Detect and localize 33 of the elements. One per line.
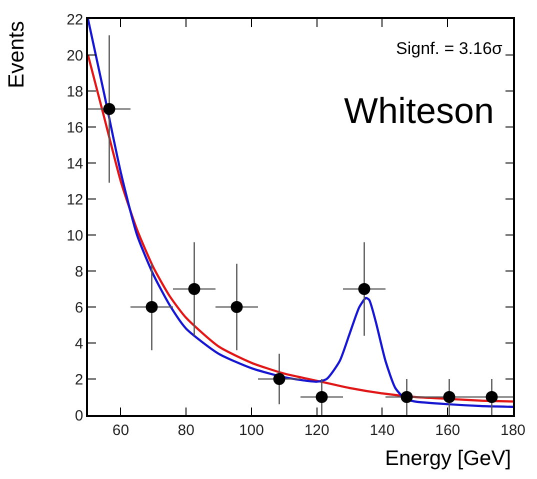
y-tick-label: 22 <box>66 11 84 28</box>
y-tick-label: 16 <box>66 119 84 136</box>
y-tick-label: 20 <box>66 47 84 64</box>
y-tick-label: 4 <box>74 335 84 352</box>
point <box>486 391 498 403</box>
x-tick-label: 120 <box>304 422 330 439</box>
x-axis-title: Energy [GeV] <box>385 447 512 470</box>
point <box>400 391 413 403</box>
y-tick-label: 2 <box>74 371 84 388</box>
point <box>188 283 200 295</box>
y-tick-label: 0 <box>74 407 84 424</box>
x-tick-label: 80 <box>178 422 194 439</box>
point <box>316 391 328 403</box>
point <box>273 373 286 385</box>
x-tick-label: 160 <box>435 422 460 439</box>
annotation: Whiteson <box>344 90 494 131</box>
y-tick-label: 14 <box>66 155 84 172</box>
y-axis-title: Events <box>3 20 28 88</box>
point <box>358 283 370 295</box>
y-tick-label: 18 <box>66 83 84 100</box>
x-tick-label: 100 <box>238 422 264 439</box>
y-tick-label: 6 <box>74 299 84 316</box>
y-tick-label: 12 <box>66 191 84 208</box>
point <box>103 103 116 115</box>
x-tick-label: 180 <box>500 422 526 439</box>
point <box>146 301 158 313</box>
point <box>443 391 456 403</box>
point <box>230 301 243 313</box>
x-tick-label: 60 <box>112 422 130 439</box>
annotation: Signf. = 3.16σ <box>396 39 503 58</box>
y-tick-label: 8 <box>74 263 84 280</box>
y-tick-label: 10 <box>66 227 84 244</box>
x-tick-label: 140 <box>370 422 395 439</box>
